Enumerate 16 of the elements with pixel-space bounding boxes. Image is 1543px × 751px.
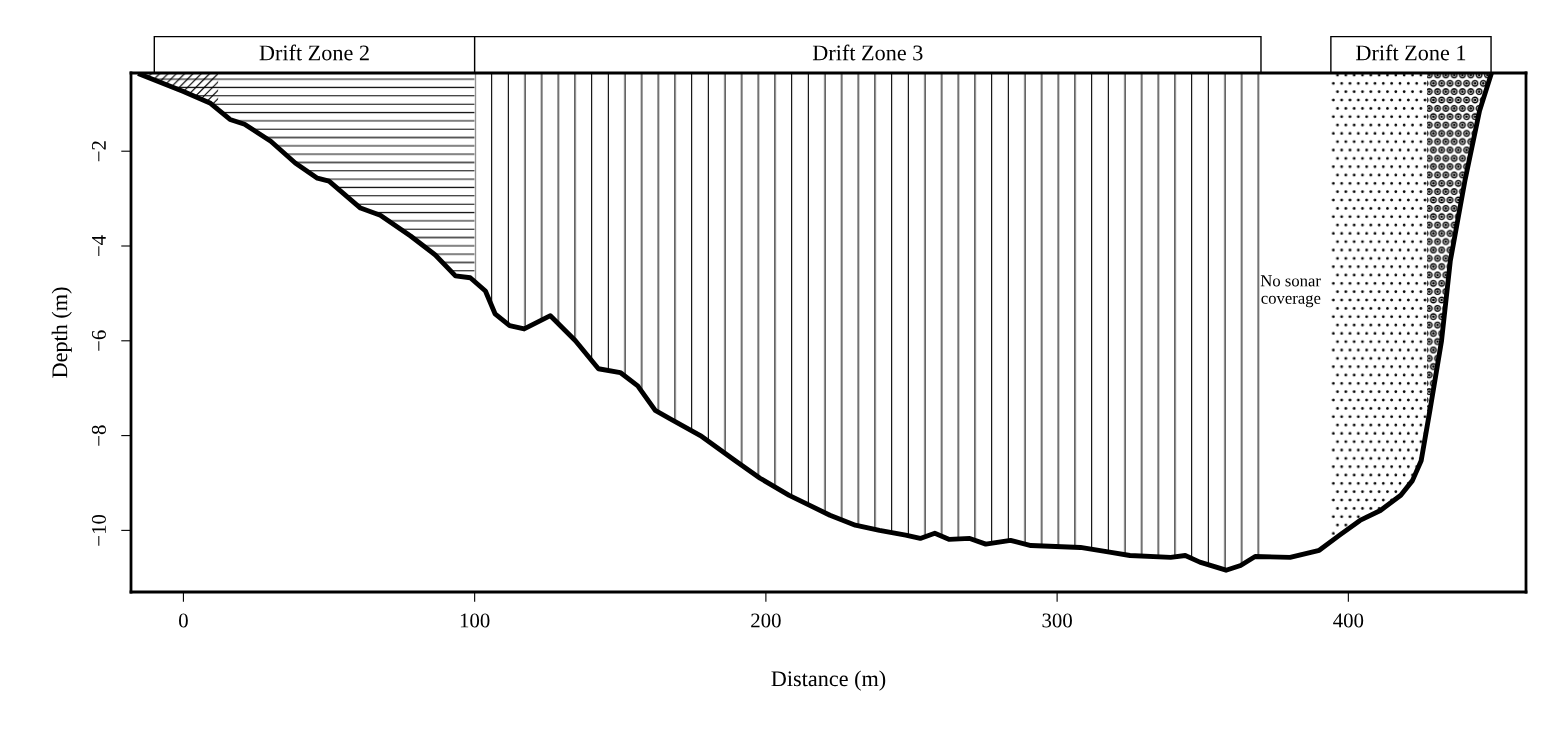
y-axis-title: Depth (m)	[51, 287, 72, 378]
x-tick-label: 400	[1333, 613, 1364, 628]
y-tick-label: −10	[91, 514, 106, 546]
y-tick-label: −2	[91, 141, 106, 162]
band-label: Drift Zone 1	[1356, 44, 1466, 61]
x-tick-label: 300	[1042, 613, 1072, 628]
x-axis-title: Distance (m)	[771, 670, 886, 691]
x-tick-label: 0	[179, 613, 188, 628]
band-label: Drift Zone 3	[812, 44, 923, 61]
y-tick-label: −6	[91, 330, 106, 351]
band-label: Drift Zone 2	[259, 44, 369, 61]
y-tick-label: −4	[92, 235, 106, 257]
x-tick-label: 100	[460, 613, 490, 628]
x-tick-label: 200	[751, 613, 781, 628]
y-tick-label: −8	[91, 425, 106, 446]
annotation: No sonar coverage	[1260, 275, 1321, 308]
